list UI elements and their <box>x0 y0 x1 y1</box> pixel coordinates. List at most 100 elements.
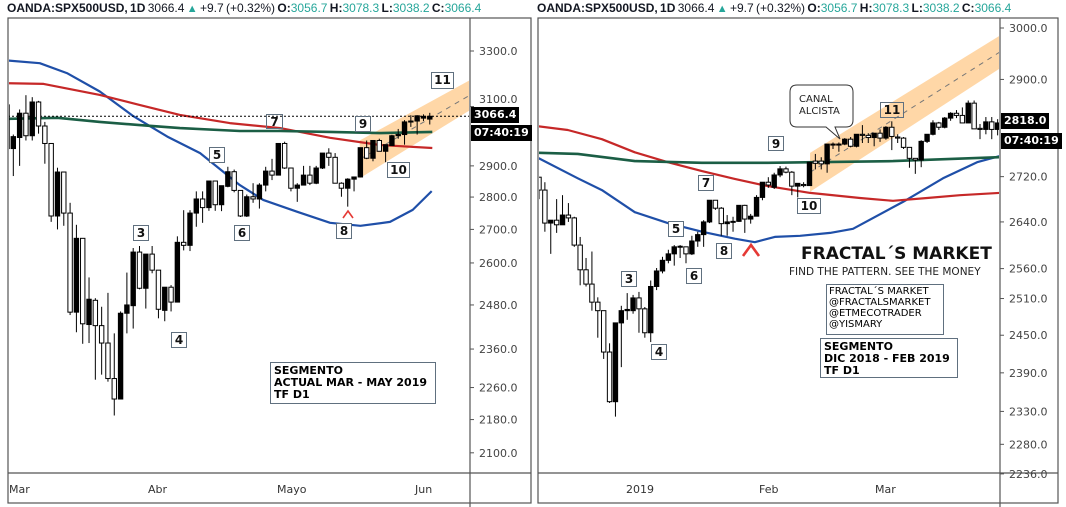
candle[interactable] <box>395 128 401 139</box>
candle[interactable] <box>420 114 427 122</box>
candle[interactable] <box>281 141 288 169</box>
candle[interactable] <box>747 213 754 224</box>
candle[interactable] <box>689 235 695 256</box>
candle[interactable] <box>326 148 332 166</box>
candle[interactable] <box>789 171 795 196</box>
candle[interactable] <box>10 134 17 177</box>
candle[interactable] <box>859 125 866 143</box>
candle[interactable] <box>300 165 307 186</box>
candle[interactable] <box>759 181 766 201</box>
candle[interactable] <box>753 195 760 217</box>
candle[interactable] <box>67 202 73 316</box>
candle[interactable] <box>853 133 860 148</box>
candle[interactable] <box>565 203 572 222</box>
candle[interactable] <box>275 142 282 176</box>
candle[interactable] <box>842 138 848 146</box>
candle[interactable] <box>319 152 326 169</box>
candle[interactable] <box>307 165 313 186</box>
candle[interactable] <box>983 117 989 135</box>
candle[interactable] <box>162 286 168 322</box>
candle[interactable] <box>193 191 200 227</box>
candle[interactable] <box>143 253 149 309</box>
candle[interactable] <box>636 291 642 333</box>
candle[interactable] <box>712 199 719 210</box>
candle[interactable] <box>612 322 619 417</box>
candle[interactable] <box>589 251 595 311</box>
candle[interactable] <box>742 204 748 233</box>
candle[interactable] <box>977 124 983 140</box>
candle[interactable] <box>653 268 660 291</box>
candle[interactable] <box>736 204 742 222</box>
candle[interactable] <box>174 236 181 303</box>
right-plot-area[interactable] <box>537 35 1001 417</box>
candle[interactable] <box>771 172 777 189</box>
candle[interactable] <box>965 100 971 124</box>
candle[interactable] <box>382 144 389 163</box>
candle[interactable] <box>269 158 275 181</box>
candle[interactable] <box>700 220 707 247</box>
candle[interactable] <box>865 133 871 143</box>
candle[interactable] <box>900 137 907 150</box>
candle[interactable] <box>642 307 648 338</box>
candle[interactable] <box>777 166 783 178</box>
candle[interactable] <box>936 121 942 130</box>
candle[interactable] <box>924 133 930 143</box>
candle[interactable] <box>671 245 677 266</box>
candle[interactable] <box>795 182 801 198</box>
candle[interactable] <box>930 120 936 136</box>
candle[interactable] <box>912 157 919 174</box>
candle[interactable] <box>92 298 99 380</box>
candle[interactable] <box>180 210 187 251</box>
candle[interactable] <box>959 107 966 124</box>
candle[interactable] <box>168 285 174 312</box>
candle[interactable] <box>971 100 977 130</box>
candle[interactable] <box>553 199 560 233</box>
candle[interactable] <box>363 140 370 160</box>
candle[interactable] <box>800 182 807 188</box>
candle[interactable] <box>718 207 724 236</box>
candle[interactable] <box>683 246 689 264</box>
candle[interactable] <box>250 183 256 203</box>
candle[interactable] <box>332 153 338 184</box>
candle[interactable] <box>61 171 67 226</box>
candle[interactable] <box>23 95 29 141</box>
candle[interactable] <box>577 236 583 286</box>
candle[interactable] <box>29 97 35 141</box>
candle[interactable] <box>847 137 854 148</box>
candle[interactable] <box>370 139 376 162</box>
candle[interactable] <box>288 167 294 192</box>
candle[interactable] <box>105 292 111 382</box>
candle[interactable] <box>42 121 48 164</box>
candle[interactable] <box>231 169 237 193</box>
candle[interactable] <box>389 134 395 147</box>
candle[interactable] <box>244 194 250 217</box>
candle[interactable] <box>357 147 364 178</box>
candle[interactable] <box>256 183 263 209</box>
candle[interactable] <box>408 115 414 127</box>
candle[interactable] <box>86 277 92 344</box>
candle[interactable] <box>130 248 136 329</box>
candle[interactable] <box>548 219 554 254</box>
candle[interactable] <box>345 178 351 207</box>
candle[interactable] <box>48 142 54 222</box>
candle[interactable] <box>237 189 244 217</box>
candle[interactable] <box>706 199 713 224</box>
candle[interactable] <box>583 257 589 287</box>
candle[interactable] <box>877 129 883 142</box>
candle[interactable] <box>618 305 625 368</box>
candle[interactable] <box>600 310 607 359</box>
candle[interactable] <box>414 115 420 135</box>
candle[interactable] <box>695 231 701 247</box>
candle[interactable] <box>989 117 995 140</box>
candle[interactable] <box>994 119 999 136</box>
candle[interactable] <box>648 280 654 343</box>
candle[interactable] <box>630 294 636 314</box>
candle[interactable] <box>806 161 813 187</box>
candle[interactable] <box>765 177 772 188</box>
candle[interactable] <box>595 297 601 338</box>
candle[interactable] <box>659 256 666 274</box>
candle[interactable] <box>313 165 319 185</box>
candle[interactable] <box>783 166 789 174</box>
candle[interactable] <box>730 216 736 232</box>
candle[interactable] <box>199 191 206 223</box>
